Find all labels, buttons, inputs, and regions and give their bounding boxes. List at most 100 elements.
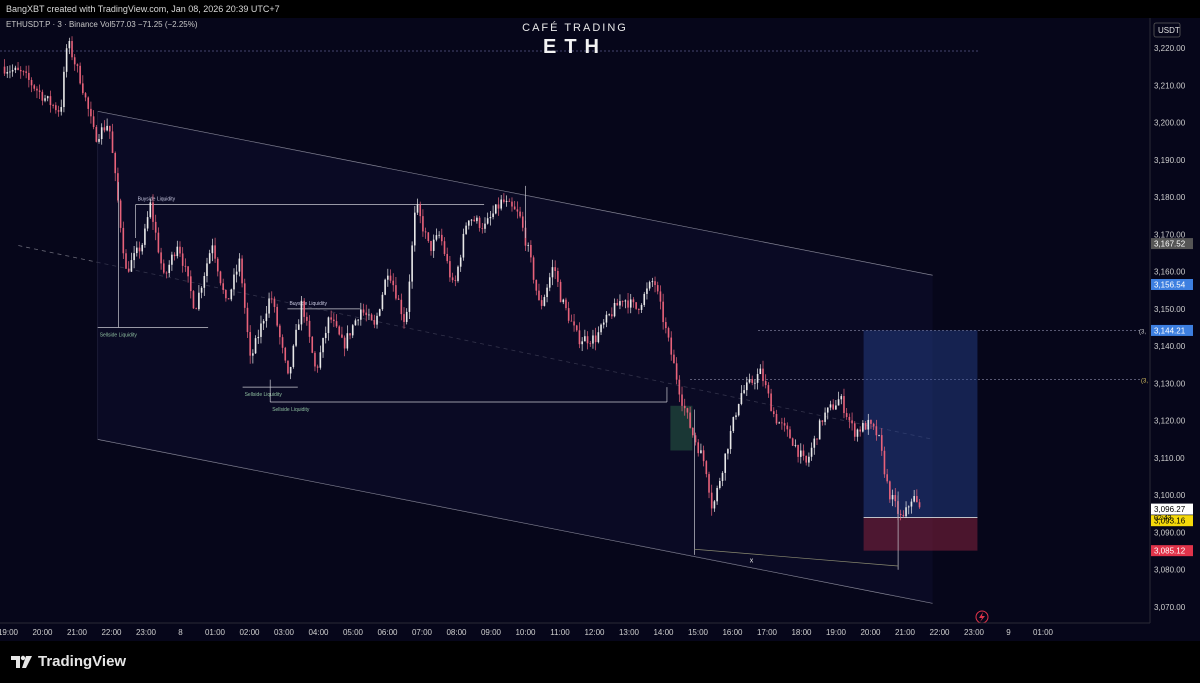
candle-body — [732, 417, 735, 432]
candle — [503, 193, 505, 204]
candle — [238, 253, 241, 277]
candle — [899, 509, 902, 521]
candle — [837, 391, 840, 406]
time-tick-label: 02:00 — [239, 628, 260, 637]
candle-body — [103, 127, 106, 131]
candle — [119, 198, 122, 233]
candle-body — [17, 67, 19, 70]
candle-body — [203, 276, 206, 288]
candle-body — [387, 275, 389, 280]
candle — [589, 340, 592, 347]
candle — [454, 275, 457, 287]
price-label-text: 3,093.16 — [1154, 517, 1186, 526]
candle — [90, 101, 92, 124]
price-label-box — [1151, 278, 1193, 290]
candle-body — [478, 217, 481, 228]
candle — [395, 277, 397, 301]
candle — [743, 384, 745, 395]
time-tick-label: 01:00 — [1033, 628, 1054, 637]
candle — [60, 99, 63, 116]
candle — [262, 319, 265, 331]
candle-body — [265, 313, 268, 322]
price-tick-label: 3,170.00 — [1154, 230, 1186, 239]
price-label-text: 3,096.27 — [1154, 505, 1186, 514]
candle — [219, 270, 222, 286]
time-tick-label: 13:00 — [619, 628, 640, 637]
candle-body — [697, 442, 700, 454]
candle — [770, 388, 772, 412]
candle — [411, 241, 413, 289]
liquidity-zone: Sellside Liquidity — [97, 327, 209, 339]
candle — [376, 312, 378, 329]
candle-body — [821, 420, 824, 422]
candle-body — [659, 291, 662, 302]
candle — [430, 240, 432, 256]
candle-body — [581, 341, 583, 345]
candle — [319, 345, 322, 370]
candle — [6, 66, 9, 78]
candle-body — [740, 393, 743, 404]
candle-body — [200, 287, 203, 293]
candle-body — [98, 139, 100, 142]
candle-body — [241, 258, 243, 284]
candle — [740, 385, 743, 406]
candle-body — [171, 254, 173, 265]
candle — [748, 373, 751, 384]
candle-body — [751, 379, 754, 383]
liquidity-label: Sellside Liquidity — [245, 392, 283, 398]
candle-body — [729, 431, 732, 450]
candle — [300, 295, 303, 331]
candle-body — [392, 280, 395, 286]
candle — [605, 311, 608, 328]
candle — [654, 276, 656, 293]
candle — [532, 255, 535, 284]
candle-body — [227, 298, 230, 300]
candle-body — [853, 423, 856, 437]
candle — [802, 444, 805, 461]
candle-body — [481, 227, 484, 229]
candle-body — [862, 422, 864, 432]
price-tick-label: 3,070.00 — [1154, 603, 1186, 612]
candle-body — [343, 337, 346, 349]
candle — [638, 308, 640, 315]
candle — [30, 77, 33, 93]
candle — [235, 264, 238, 283]
candle — [916, 489, 918, 503]
price-chart[interactable]: Buyside Liquidity Sellside Liquidity Buysi… — [0, 18, 1200, 641]
candle — [584, 329, 586, 342]
candle — [772, 407, 775, 418]
candle-body — [403, 314, 405, 322]
candle-body — [548, 277, 551, 288]
candle — [117, 167, 119, 203]
candle-body — [689, 412, 691, 428]
candle-body — [805, 455, 807, 463]
support-line — [694, 548, 899, 567]
candle-body — [540, 300, 543, 306]
candle-body — [724, 453, 727, 473]
candle-body — [206, 263, 208, 277]
candle — [279, 323, 281, 345]
time-tick-label: 21:00 — [67, 628, 88, 637]
candle-body — [295, 329, 297, 346]
candle — [192, 289, 195, 309]
candle — [216, 256, 219, 277]
candle-body — [570, 320, 573, 322]
time-tick-label: 10:00 — [515, 628, 536, 637]
tradingview-logo[interactable]: TradingView — [10, 653, 126, 670]
candle-body — [252, 353, 254, 356]
candle — [341, 326, 343, 339]
candle-body — [486, 218, 489, 224]
candle-body — [422, 216, 424, 232]
symbol-legend[interactable]: ETHUSDT.P · 3 · Binance Vol577.03 −71.25… — [6, 20, 198, 29]
candle — [381, 291, 384, 311]
candle — [384, 278, 386, 296]
candle — [351, 324, 354, 339]
price-tick-label: 3,200.00 — [1154, 119, 1186, 128]
candle-body — [25, 71, 27, 73]
candle — [181, 247, 184, 273]
candle-body — [117, 173, 119, 201]
candle-body — [716, 487, 718, 502]
candle-body — [181, 253, 184, 266]
candle-body — [802, 450, 805, 456]
candle — [324, 326, 327, 344]
